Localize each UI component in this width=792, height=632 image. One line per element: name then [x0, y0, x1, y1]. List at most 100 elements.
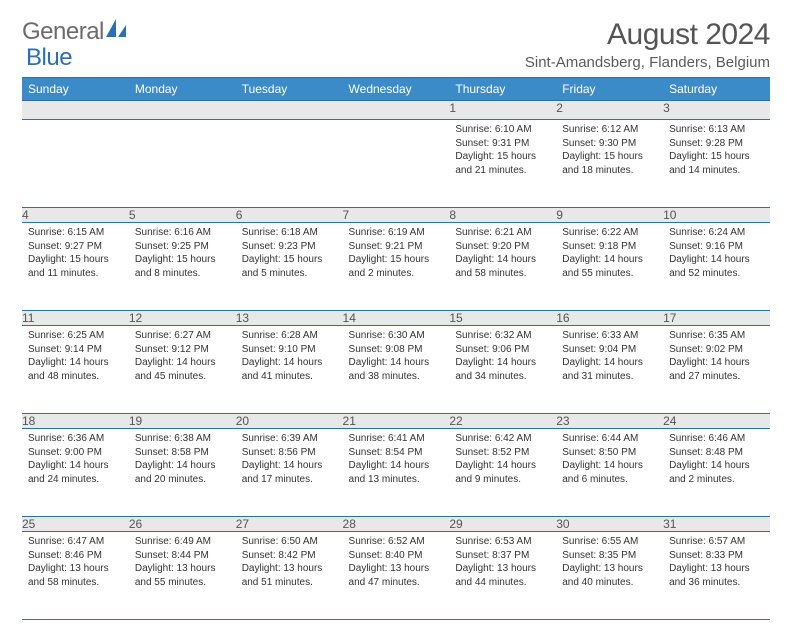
weekday-saturday: Saturday [663, 78, 770, 101]
day-20-cell: Sunrise: 6:39 AMSunset: 8:56 PMDaylight:… [236, 429, 343, 517]
calendar-page: General August 2024 Sint-Amandsberg, Fla… [0, 0, 792, 632]
day-26-number: 26 [129, 517, 236, 532]
day-1-cell: Sunrise: 6:10 AMSunset: 9:31 PMDaylight:… [449, 120, 556, 208]
day-1-info: Sunrise: 6:10 AMSunset: 9:31 PMDaylight:… [449, 120, 556, 181]
day-24-cell: Sunrise: 6:46 AMSunset: 8:48 PMDaylight:… [663, 429, 770, 517]
day-19-number: 19 [129, 414, 236, 429]
weekday-tuesday: Tuesday [236, 78, 343, 101]
day-20-number: 20 [236, 414, 343, 429]
weekday-row: SundayMondayTuesdayWednesdayThursdayFrid… [22, 78, 770, 101]
day-15-number: 15 [449, 311, 556, 326]
week-4-num-row: 25262728293031 [22, 517, 770, 532]
day-11-cell: Sunrise: 6:25 AMSunset: 9:14 PMDaylight:… [22, 326, 129, 414]
page-title: August 2024 [525, 18, 770, 52]
header: General August 2024 Sint-Amandsberg, Fla… [22, 18, 770, 71]
day-28-cell: Sunrise: 6:52 AMSunset: 8:40 PMDaylight:… [343, 532, 450, 620]
sail-icon [106, 18, 128, 46]
day-13-number: 13 [236, 311, 343, 326]
location-subtitle: Sint-Amandsberg, Flanders, Belgium [525, 54, 770, 71]
day-21-info: Sunrise: 6:41 AMSunset: 8:54 PMDaylight:… [343, 429, 450, 490]
day-3-number: 3 [663, 101, 770, 120]
day-22-cell: Sunrise: 6:42 AMSunset: 8:52 PMDaylight:… [449, 429, 556, 517]
week-4-content-row: Sunrise: 6:47 AMSunset: 8:46 PMDaylight:… [22, 532, 770, 620]
day-8-cell: Sunrise: 6:21 AMSunset: 9:20 PMDaylight:… [449, 223, 556, 311]
week-3-content-row: Sunrise: 6:36 AMSunset: 9:00 PMDaylight:… [22, 429, 770, 517]
day-1-number: 1 [449, 101, 556, 120]
day-12-number: 12 [129, 311, 236, 326]
day-13-cell: Sunrise: 6:28 AMSunset: 9:10 PMDaylight:… [236, 326, 343, 414]
day-18-number: 18 [22, 414, 129, 429]
day-28-info: Sunrise: 6:52 AMSunset: 8:40 PMDaylight:… [343, 532, 450, 593]
weekday-thursday: Thursday [449, 78, 556, 101]
day-30-cell: Sunrise: 6:55 AMSunset: 8:35 PMDaylight:… [556, 532, 663, 620]
day-17-info: Sunrise: 6:35 AMSunset: 9:02 PMDaylight:… [663, 326, 770, 387]
day-18-cell: Sunrise: 6:36 AMSunset: 9:00 PMDaylight:… [22, 429, 129, 517]
day-27-number: 27 [236, 517, 343, 532]
day-2-info: Sunrise: 6:12 AMSunset: 9:30 PMDaylight:… [556, 120, 663, 181]
day-30-info: Sunrise: 6:55 AMSunset: 8:35 PMDaylight:… [556, 532, 663, 593]
empty-cell [236, 120, 343, 208]
day-26-cell: Sunrise: 6:49 AMSunset: 8:44 PMDaylight:… [129, 532, 236, 620]
empty-cell [129, 101, 236, 120]
day-9-cell: Sunrise: 6:22 AMSunset: 9:18 PMDaylight:… [556, 223, 663, 311]
day-25-number: 25 [22, 517, 129, 532]
empty-cell [22, 120, 129, 208]
day-8-number: 8 [449, 208, 556, 223]
day-6-info: Sunrise: 6:18 AMSunset: 9:23 PMDaylight:… [236, 223, 343, 284]
empty-cell [343, 120, 450, 208]
weekday-sunday: Sunday [22, 78, 129, 101]
day-7-number: 7 [343, 208, 450, 223]
day-21-number: 21 [343, 414, 450, 429]
day-6-number: 6 [236, 208, 343, 223]
day-11-info: Sunrise: 6:25 AMSunset: 9:14 PMDaylight:… [22, 326, 129, 387]
brand-logo: General [22, 18, 130, 46]
day-31-cell: Sunrise: 6:57 AMSunset: 8:33 PMDaylight:… [663, 532, 770, 620]
day-13-info: Sunrise: 6:28 AMSunset: 9:10 PMDaylight:… [236, 326, 343, 387]
day-26-info: Sunrise: 6:49 AMSunset: 8:44 PMDaylight:… [129, 532, 236, 593]
day-22-number: 22 [449, 414, 556, 429]
day-4-number: 4 [22, 208, 129, 223]
day-27-info: Sunrise: 6:50 AMSunset: 8:42 PMDaylight:… [236, 532, 343, 593]
day-4-info: Sunrise: 6:15 AMSunset: 9:27 PMDaylight:… [22, 223, 129, 284]
day-29-number: 29 [449, 517, 556, 532]
day-27-cell: Sunrise: 6:50 AMSunset: 8:42 PMDaylight:… [236, 532, 343, 620]
day-12-info: Sunrise: 6:27 AMSunset: 9:12 PMDaylight:… [129, 326, 236, 387]
day-9-number: 9 [556, 208, 663, 223]
day-25-info: Sunrise: 6:47 AMSunset: 8:46 PMDaylight:… [22, 532, 129, 593]
week-1-content-row: Sunrise: 6:15 AMSunset: 9:27 PMDaylight:… [22, 223, 770, 311]
day-12-cell: Sunrise: 6:27 AMSunset: 9:12 PMDaylight:… [129, 326, 236, 414]
weekday-monday: Monday [129, 78, 236, 101]
day-31-number: 31 [663, 517, 770, 532]
calendar-table: SundayMondayTuesdayWednesdayThursdayFrid… [22, 77, 770, 620]
day-29-info: Sunrise: 6:53 AMSunset: 8:37 PMDaylight:… [449, 532, 556, 593]
empty-cell [343, 101, 450, 120]
day-9-info: Sunrise: 6:22 AMSunset: 9:18 PMDaylight:… [556, 223, 663, 284]
title-block: August 2024 Sint-Amandsberg, Flanders, B… [525, 18, 770, 71]
day-16-number: 16 [556, 311, 663, 326]
day-28-number: 28 [343, 517, 450, 532]
day-10-number: 10 [663, 208, 770, 223]
day-10-cell: Sunrise: 6:24 AMSunset: 9:16 PMDaylight:… [663, 223, 770, 311]
day-31-info: Sunrise: 6:57 AMSunset: 8:33 PMDaylight:… [663, 532, 770, 593]
day-15-cell: Sunrise: 6:32 AMSunset: 9:06 PMDaylight:… [449, 326, 556, 414]
brand-part2: Blue [26, 44, 72, 72]
day-5-cell: Sunrise: 6:16 AMSunset: 9:25 PMDaylight:… [129, 223, 236, 311]
day-10-info: Sunrise: 6:24 AMSunset: 9:16 PMDaylight:… [663, 223, 770, 284]
day-5-number: 5 [129, 208, 236, 223]
day-23-number: 23 [556, 414, 663, 429]
empty-cell [129, 120, 236, 208]
day-16-cell: Sunrise: 6:33 AMSunset: 9:04 PMDaylight:… [556, 326, 663, 414]
day-5-info: Sunrise: 6:16 AMSunset: 9:25 PMDaylight:… [129, 223, 236, 284]
empty-cell [236, 101, 343, 120]
day-25-cell: Sunrise: 6:47 AMSunset: 8:46 PMDaylight:… [22, 532, 129, 620]
day-17-number: 17 [663, 311, 770, 326]
day-24-info: Sunrise: 6:46 AMSunset: 8:48 PMDaylight:… [663, 429, 770, 490]
brand-part1: General [22, 18, 104, 46]
day-15-info: Sunrise: 6:32 AMSunset: 9:06 PMDaylight:… [449, 326, 556, 387]
day-16-info: Sunrise: 6:33 AMSunset: 9:04 PMDaylight:… [556, 326, 663, 387]
day-20-info: Sunrise: 6:39 AMSunset: 8:56 PMDaylight:… [236, 429, 343, 490]
day-14-cell: Sunrise: 6:30 AMSunset: 9:08 PMDaylight:… [343, 326, 450, 414]
day-18-info: Sunrise: 6:36 AMSunset: 9:00 PMDaylight:… [22, 429, 129, 490]
day-14-number: 14 [343, 311, 450, 326]
week-3-num-row: 18192021222324 [22, 414, 770, 429]
